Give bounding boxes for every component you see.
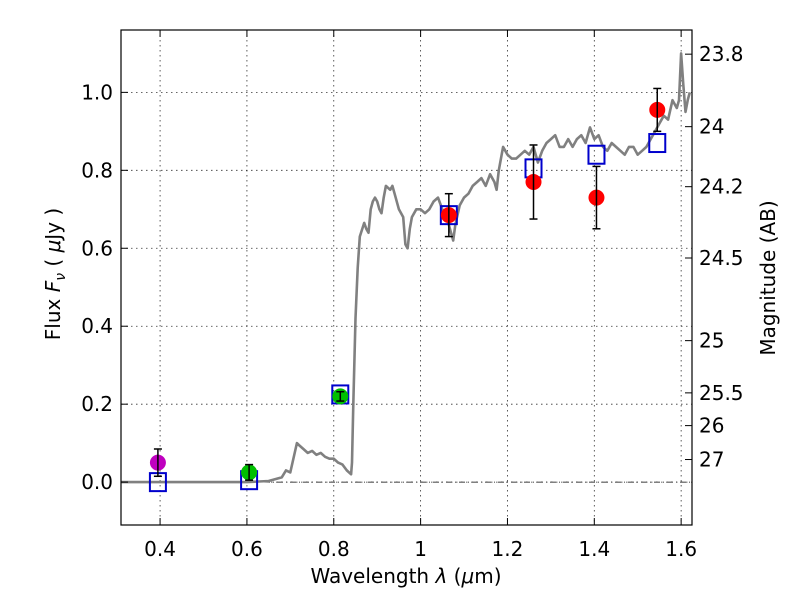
grid (121, 30, 692, 525)
y-tick-label: 0.0 (81, 470, 113, 494)
right-tick-label: 25.5 (699, 381, 744, 405)
y-axis-label: Flux Fν ( μJy ) (41, 208, 69, 340)
y-tick-label: 0.4 (81, 314, 113, 338)
right-tick-label: 26 (699, 414, 724, 438)
x-tick-label: 0.8 (318, 537, 350, 561)
model-photometry-square (648, 133, 667, 154)
model-photometry-square (587, 144, 606, 165)
right-tick-label: 25 (699, 329, 724, 353)
y-tick-label: 0.2 (81, 392, 113, 416)
y-tick-label: 1.0 (81, 80, 113, 104)
right-tick-label: 27 (699, 448, 724, 472)
x-tick-label: 1 (414, 537, 427, 561)
x-tick-label: 1.2 (492, 537, 524, 561)
y-tick-label: 0.8 (81, 158, 113, 182)
x-tick-label: 0.6 (231, 537, 263, 561)
plot-frame (120, 29, 693, 526)
right-tick-label: 24.2 (699, 175, 744, 199)
ticks: 0.4 0.6 0.8 1 1.2 1.4 1.6 0.0 0.2 0.4 0.6 0.8 1.0 23.… (81, 30, 744, 561)
right-tick-label: 23.8 (699, 42, 744, 66)
x-tick-label: 0.4 (144, 537, 176, 561)
data-points (148, 87, 667, 493)
right-tick-label: 24.5 (699, 246, 744, 270)
model-spectrum-line (121, 52, 692, 484)
x-tick-label: 1.4 (578, 537, 610, 561)
x-axis-label: Wavelength λ (μm) (310, 564, 501, 588)
y-tick-label: 0.6 (81, 236, 113, 260)
right-axis-label: Magnitude (AB) (756, 200, 780, 355)
x-tick-label: 1.6 (665, 537, 697, 561)
right-tick-label: 24 (699, 115, 724, 139)
